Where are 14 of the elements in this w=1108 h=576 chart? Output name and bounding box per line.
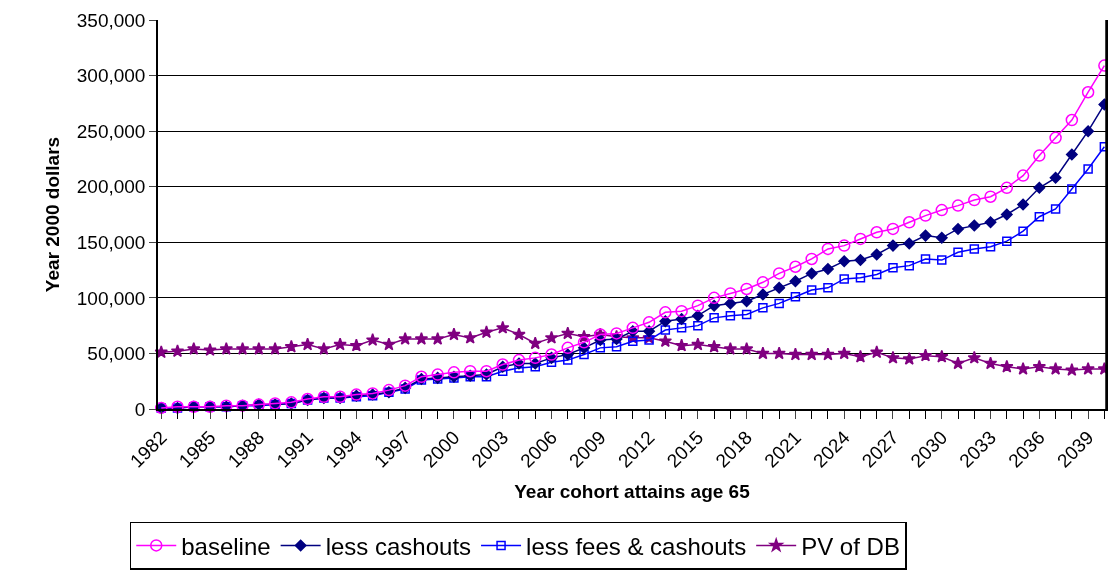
y-axis-title: Year 2000 dollars: [42, 136, 64, 293]
y-tick-label: 300,000: [76, 65, 146, 87]
y-tick-label: 0: [134, 398, 146, 420]
legend-label: baseline: [181, 532, 271, 560]
x-axis-title: Year cohort attains age 65: [514, 480, 751, 502]
y-tick-label: 250,000: [76, 120, 146, 142]
y-tick-label: 200,000: [76, 176, 146, 198]
y-tick-label: 150,000: [76, 231, 146, 253]
legend-label: PV of DB: [801, 532, 900, 560]
y-tick-label: 100,000: [76, 287, 146, 309]
y-tick-label: 50,000: [87, 343, 146, 365]
legend-label: less cashouts: [325, 532, 472, 560]
y-tick-label: 350,000: [76, 9, 146, 31]
legend-label: less fees & cashouts: [526, 532, 747, 560]
